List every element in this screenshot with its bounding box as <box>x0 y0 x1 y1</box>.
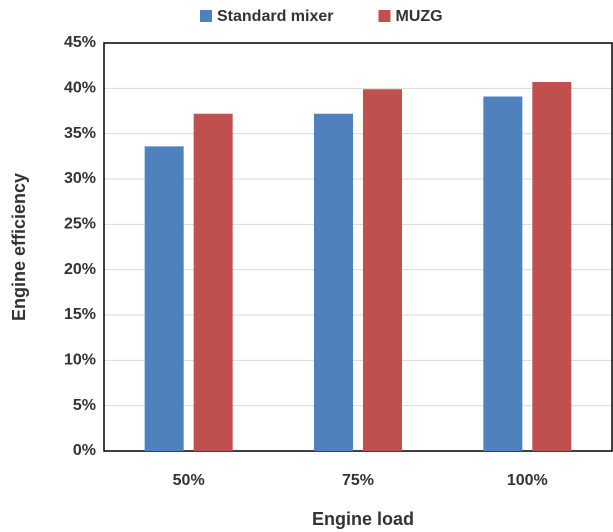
x-axis-label: Engine load <box>312 509 414 529</box>
x-tick-label: 100% <box>507 472 548 489</box>
bar <box>363 89 402 452</box>
bar <box>144 146 184 452</box>
y-tick-label: 30% <box>64 170 96 187</box>
y-tick-label: 35% <box>64 125 96 142</box>
bar <box>532 81 572 451</box>
y-tick-label: 15% <box>64 306 96 323</box>
legend-swatch <box>200 10 212 22</box>
y-tick-label: 0% <box>73 442 96 459</box>
y-tick-label: 25% <box>64 216 96 233</box>
bar <box>483 96 523 451</box>
x-tick-label: 50% <box>173 472 205 489</box>
legend-label: MUZG <box>395 8 442 25</box>
y-tick-label: 10% <box>64 352 96 369</box>
y-tick-label: 45% <box>64 34 96 51</box>
legend-swatch <box>378 10 391 22</box>
bar <box>193 113 233 451</box>
y-tick-label: 20% <box>64 261 96 278</box>
y-axis-label: Engine efficiency <box>9 173 29 321</box>
legend-label: Standard mixer <box>217 8 333 25</box>
plot-border <box>103 42 613 452</box>
bar <box>314 113 353 451</box>
y-tick-label: 5% <box>73 397 96 414</box>
y-tick-label: 40% <box>64 80 96 97</box>
x-tick-label: 75% <box>342 472 374 489</box>
